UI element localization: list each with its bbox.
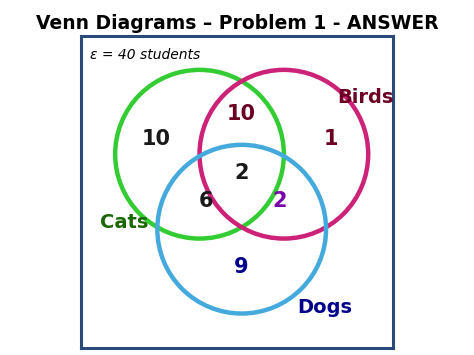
Text: 2: 2 xyxy=(235,163,249,183)
Text: Dogs: Dogs xyxy=(297,298,352,317)
Text: 10: 10 xyxy=(141,129,170,149)
Text: 10: 10 xyxy=(227,104,256,124)
Text: 6: 6 xyxy=(199,191,213,211)
Text: 9: 9 xyxy=(234,257,249,277)
Text: Birds: Birds xyxy=(337,88,393,108)
Text: 1: 1 xyxy=(323,129,338,149)
Text: Cats: Cats xyxy=(100,213,149,233)
Text: ε = 40 students: ε = 40 students xyxy=(90,48,201,62)
Text: 2: 2 xyxy=(272,191,286,211)
Text: Venn Diagrams – Problem 1 - ANSWER: Venn Diagrams – Problem 1 - ANSWER xyxy=(36,14,438,33)
